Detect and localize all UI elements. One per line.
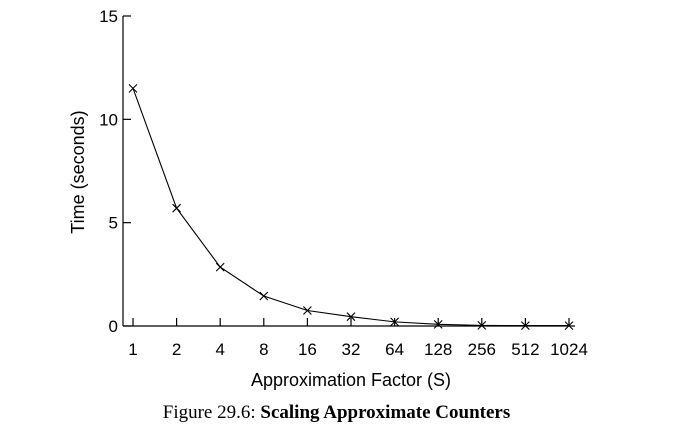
- x-tick-label: 128: [424, 340, 452, 359]
- x-tick-label: 1: [128, 340, 137, 359]
- x-tick-label: 1024: [550, 340, 588, 359]
- data-point-marker: [172, 203, 181, 213]
- x-tick-label: 512: [511, 340, 539, 359]
- x-tick-label: 2: [172, 340, 181, 359]
- data-point-marker: [215, 262, 225, 272]
- y-axis-title: Time (seconds): [68, 110, 88, 233]
- x-tick-label: 4: [215, 340, 224, 359]
- y-tick-label: 10: [99, 110, 118, 129]
- chart-axes: [122, 16, 575, 327]
- data-point-marker: [346, 312, 356, 322]
- x-tick-label: 32: [342, 340, 361, 359]
- series-line: [132, 88, 569, 327]
- data-point-marker: [390, 317, 399, 327]
- y-tick-label: 5: [109, 214, 118, 233]
- x-tick-label: 16: [298, 340, 317, 359]
- data-point-marker: [521, 321, 530, 330]
- data-point-marker: [259, 291, 269, 301]
- figure-caption-title: Scaling Approximate Counters: [260, 402, 511, 423]
- y-tick-label: 0: [109, 317, 118, 336]
- x-tick-label: 256: [468, 340, 496, 359]
- plot-area: [128, 83, 574, 330]
- y-tick-label: 15: [99, 7, 118, 26]
- x-tick-label: 64: [385, 340, 404, 359]
- x-axis-ticks: 1 2 4 8 16 32 64 128 256 512 1024: [128, 318, 588, 359]
- line-chart: 0 5 10 15 1 2 4 8 16 32 64 128 256 512 1024 Approxima…: [68, 7, 588, 390]
- x-axis-title: Approximation Factor (S): [251, 370, 451, 390]
- data-point-marker: [433, 319, 443, 329]
- data-point-marker: [303, 306, 312, 315]
- data-point-marker: [477, 320, 487, 330]
- data-point-marker: [564, 321, 574, 330]
- figure-number: Figure 29.6:: [162, 402, 256, 423]
- x-tick-label: 8: [259, 340, 268, 359]
- figure-caption: Figure 29.6: Scaling Approximate Counter…: [0, 402, 673, 424]
- y-axis-ticks: 0 5 10 15: [99, 7, 131, 336]
- data-point-marker: [128, 83, 138, 93]
